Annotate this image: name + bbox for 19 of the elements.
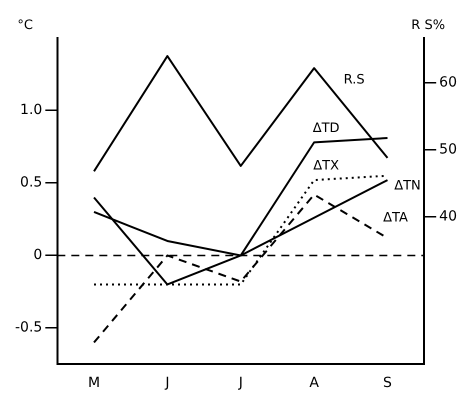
x-tick-label: S bbox=[383, 375, 392, 392]
x-tick-label: A bbox=[309, 375, 320, 392]
series-label: R.S bbox=[344, 72, 365, 88]
y2-tick-label: 50 bbox=[439, 142, 458, 158]
y-axis-title: °C bbox=[17, 18, 33, 33]
series-label: ΔTA bbox=[383, 210, 408, 226]
y2-tick-label: 40 bbox=[439, 208, 458, 224]
y2-tick-label: 60 bbox=[439, 74, 458, 91]
y-tick-label: 1.0 bbox=[20, 102, 42, 118]
y-tick-label: 0.5 bbox=[20, 174, 42, 191]
series-label: ΔTX bbox=[313, 158, 340, 174]
y-tick-label: -0.5 bbox=[14, 320, 42, 336]
x-tick-label: J bbox=[164, 375, 170, 392]
x-tick-label: J bbox=[238, 375, 243, 392]
series-label: ΔTD bbox=[312, 120, 340, 136]
y2-axis-title: R S% bbox=[411, 18, 446, 33]
series-label: ΔTN bbox=[394, 178, 421, 194]
y-tick-label: 0 bbox=[33, 247, 42, 264]
x-tick-label: M bbox=[88, 375, 100, 392]
